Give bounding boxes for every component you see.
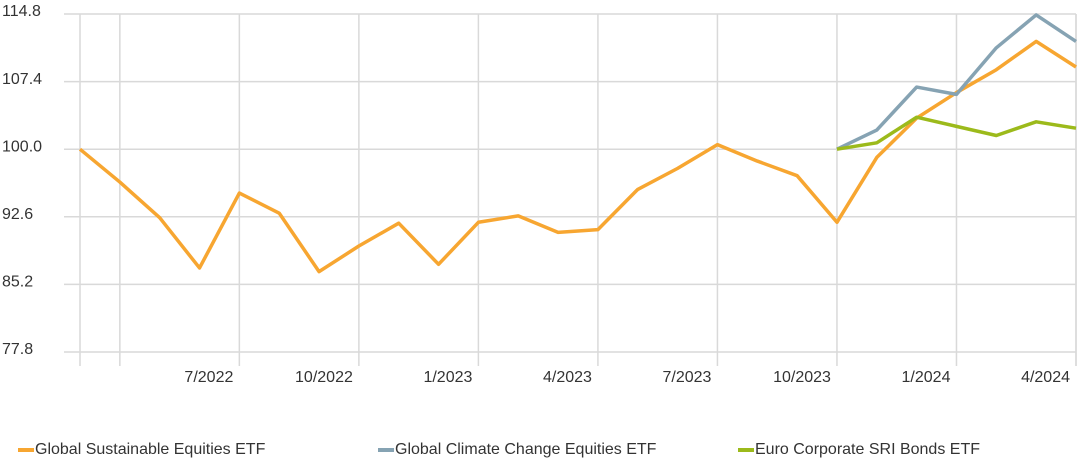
y-tick-label: 100.0	[2, 138, 42, 155]
y-tick-label: 92.6	[2, 206, 33, 223]
x-tick-label: 1/2024	[902, 369, 951, 386]
y-tick-label: 114.8	[2, 3, 41, 20]
legend-label: Euro Corporate SRI Bonds ETF	[755, 441, 980, 458]
x-tick-label: 4/2024	[1021, 369, 1070, 386]
series-line	[836, 13, 1077, 151]
x-tick-label: 10/2023	[773, 369, 831, 386]
legend-label: Global Sustainable Equities ETF	[35, 441, 266, 458]
y-tick-label: 85.2	[2, 274, 33, 291]
y-tick-label: 107.4	[2, 71, 42, 88]
series-line	[836, 115, 1077, 151]
legend-label: Global Climate Change Equities ETF	[395, 441, 657, 458]
x-tick-label: 1/2023	[423, 369, 472, 386]
y-tick-label: 77.8	[2, 341, 33, 358]
x-tick-label: 7/2022	[184, 369, 233, 386]
series-line	[78, 39, 1077, 274]
x-tick-label: 10/2022	[295, 369, 353, 386]
x-tick-label: 7/2023	[663, 369, 712, 386]
x-tick-label: 4/2023	[543, 369, 592, 386]
